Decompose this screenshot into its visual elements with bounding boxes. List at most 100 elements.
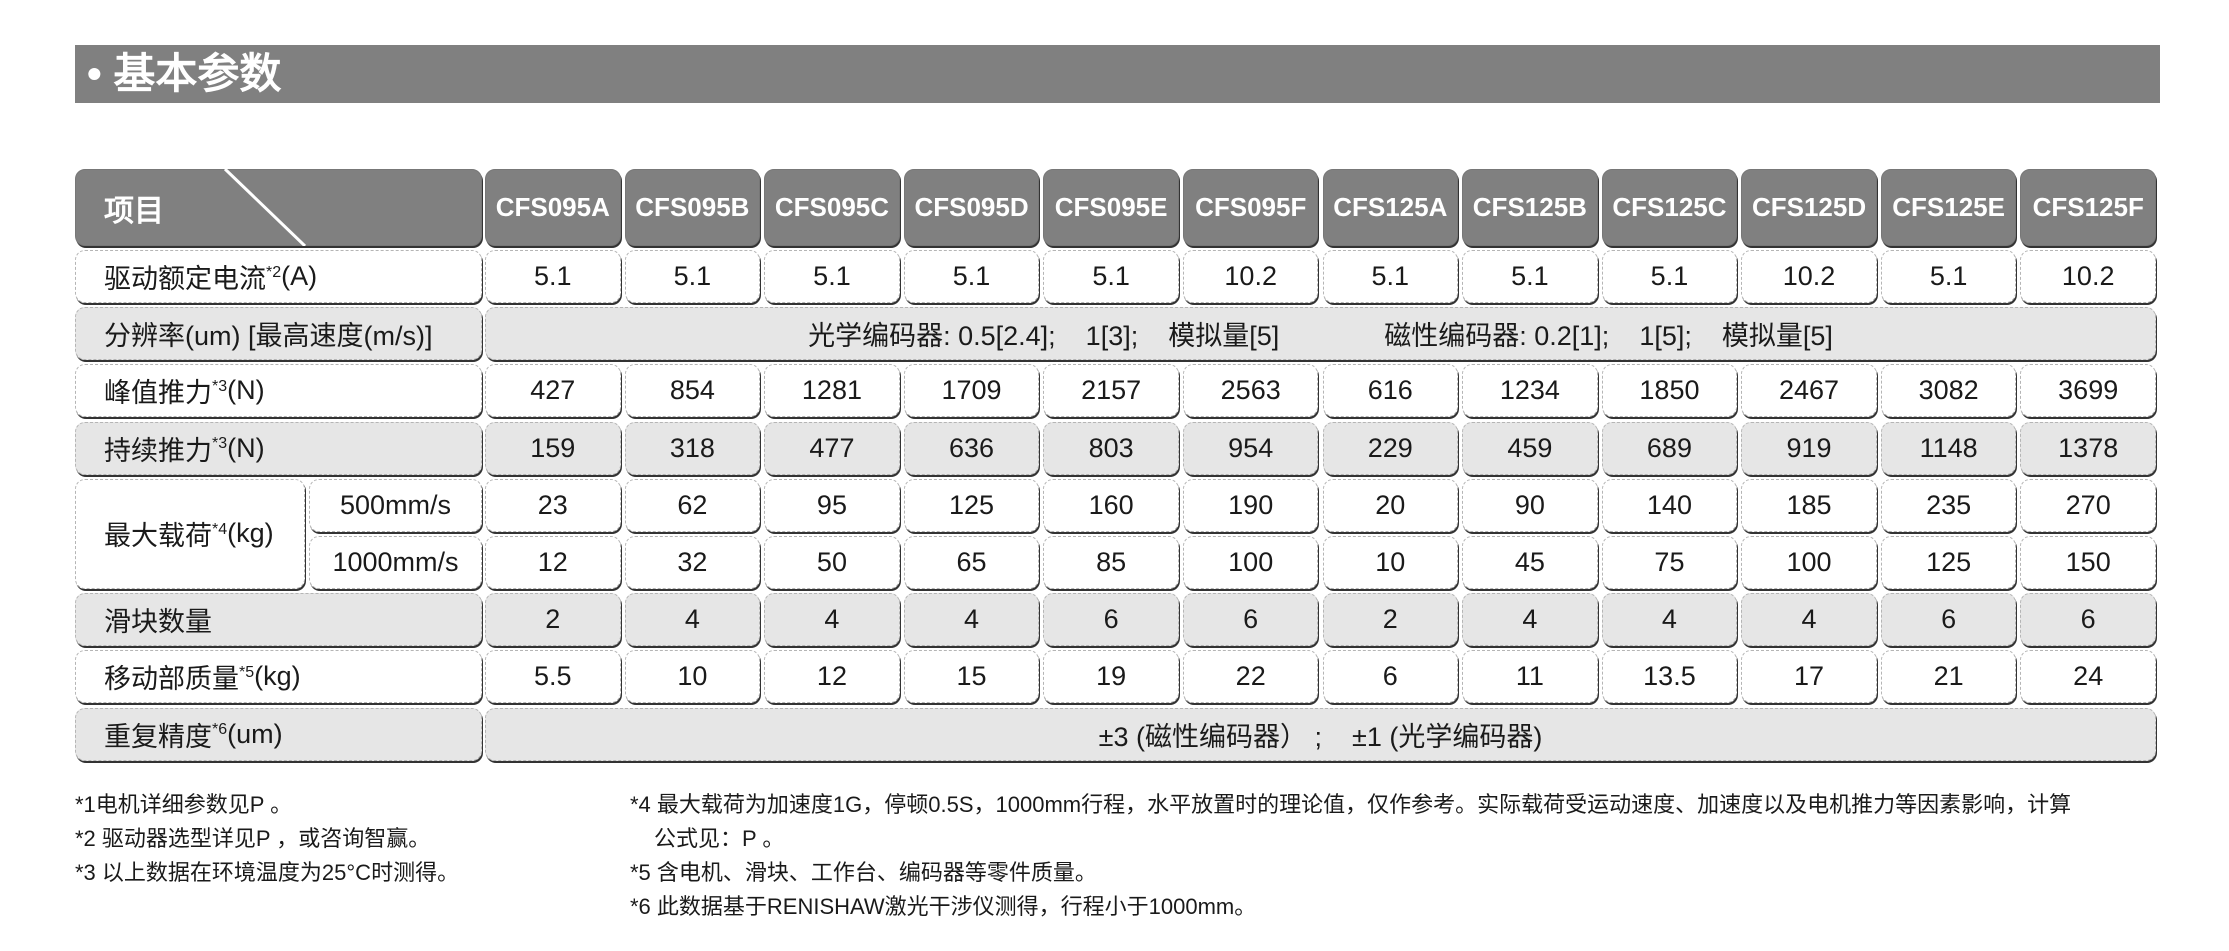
- model-name: CFS125F: [2032, 192, 2144, 222]
- footnote: *2 驱动器选型详见P ，或咨询智赢。: [75, 826, 431, 851]
- value: 318: [669, 432, 715, 463]
- value: 2563: [1220, 375, 1281, 406]
- value-cell: 229: [1322, 421, 1459, 475]
- value: 17: [1794, 661, 1825, 692]
- value: 21: [1933, 661, 1964, 692]
- header-model-cell: CFS095B: [624, 169, 761, 246]
- value-cell: 125: [903, 478, 1040, 532]
- value: 919: [1786, 432, 1832, 463]
- row-label-cell: 重复精度 *6 (um): [75, 707, 482, 761]
- value: 2467: [1779, 375, 1840, 406]
- model-name: CFS095B: [635, 192, 750, 222]
- model-name: CFS095E: [1054, 192, 1168, 222]
- value-cell: 270: [2020, 478, 2156, 532]
- row-label: 分辨率(um) [最高速度(m/s)]: [104, 321, 433, 352]
- value: 229: [1367, 432, 1413, 463]
- value: 5.1: [673, 261, 712, 291]
- value-cell: 689: [1601, 421, 1738, 475]
- value-cell: 62: [624, 478, 761, 532]
- header-model-cell: CFS095F: [1182, 169, 1319, 246]
- row-label: 最大载荷: [104, 521, 212, 552]
- value: 477: [809, 432, 855, 463]
- value: 5.1: [813, 261, 851, 291]
- sub-label-cell: 1000mm/s: [309, 536, 482, 589]
- value: 100: [1786, 547, 1832, 577]
- value: 1378: [2058, 432, 2119, 463]
- value-cell: 150: [2020, 536, 2156, 589]
- value-cell: 13.5: [1601, 650, 1738, 704]
- value-cell: 32: [624, 536, 761, 589]
- value: 636: [949, 432, 995, 463]
- value-cell: 15: [903, 650, 1040, 704]
- value: 5.1: [1929, 261, 1968, 291]
- value-cell: 6: [2020, 593, 2156, 647]
- footnote-ref: *2: [266, 263, 282, 281]
- value-cell: 4: [903, 593, 1040, 647]
- value-cell: 5.1: [764, 250, 900, 303]
- value-cell: 1850: [1601, 364, 1738, 418]
- row-unit: (N): [227, 375, 265, 406]
- value: 3699: [2058, 375, 2119, 406]
- value: 6: [1941, 604, 1957, 635]
- sub-label: 500mm/s: [339, 489, 452, 520]
- value-cell: 10.2: [1182, 250, 1319, 303]
- value: 6: [1382, 661, 1398, 692]
- value-cell: 616: [1322, 364, 1459, 418]
- value: 125: [1926, 547, 1972, 577]
- value-cell: 159: [485, 421, 621, 475]
- value-cell: 10: [624, 650, 761, 704]
- value-cell: 140: [1601, 478, 1738, 532]
- model-name: CFS095C: [774, 192, 890, 222]
- model-name: CFS095A: [495, 192, 610, 222]
- value: 10: [677, 661, 708, 692]
- value: 459: [1507, 432, 1553, 463]
- value: 954: [1228, 432, 1274, 463]
- value: 6: [1243, 604, 1259, 635]
- value: 90: [1514, 489, 1545, 520]
- value-cell: 6: [1322, 650, 1459, 704]
- row-label: 移动部质量: [104, 664, 239, 695]
- header-model-cell: CFS125B: [1462, 169, 1598, 246]
- model-name: CFS125C: [1612, 192, 1727, 222]
- value: 270: [2065, 489, 2111, 520]
- value-cell: 19: [1043, 650, 1179, 704]
- value: 4: [684, 604, 700, 635]
- row-label-cell: 移动部质量 *5 (kg): [75, 650, 482, 704]
- value: 4: [964, 604, 980, 635]
- value-cell: 4: [1601, 593, 1738, 647]
- value-cell: 5.1: [1322, 250, 1459, 303]
- value: 23: [537, 489, 568, 520]
- row-unit: (kg): [254, 661, 301, 692]
- header-model-cell: CFS095A: [485, 169, 621, 246]
- value: 62: [677, 489, 708, 520]
- value-cell: 1281: [764, 364, 900, 418]
- value: 427: [530, 375, 576, 406]
- value: 5.1: [1511, 261, 1549, 291]
- value: 190: [1228, 489, 1274, 520]
- value: 5.1: [1092, 261, 1130, 291]
- footnote: 公式见：P 。: [654, 826, 785, 851]
- value-cell: 6: [1043, 593, 1179, 647]
- footnote: *1电机详细参数见P 。: [75, 792, 293, 817]
- value: 24: [2073, 661, 2104, 692]
- value: 95: [816, 489, 847, 520]
- value: 4: [1522, 604, 1538, 635]
- value: 85: [1096, 547, 1127, 577]
- value-cell: 5.5: [485, 650, 621, 704]
- value-cell: 20: [1322, 478, 1459, 532]
- value-cell: 4: [624, 593, 761, 647]
- value: 10: [1375, 547, 1406, 577]
- value-cell: 2563: [1182, 364, 1319, 418]
- value: 65: [956, 547, 987, 577]
- value-cell: 5.1: [624, 250, 761, 303]
- value: 20: [1375, 489, 1406, 520]
- value-cell: 90: [1462, 478, 1598, 532]
- value-cell: 1234: [1462, 364, 1598, 418]
- value-cell: 75: [1601, 536, 1738, 589]
- footnote-ref: *4: [212, 520, 228, 538]
- value-cell: 4: [1741, 593, 1877, 647]
- row-label-cell: 驱动额定电流 *2 (A): [75, 250, 482, 303]
- value-cell: 50: [764, 536, 900, 589]
- header-diagonal-divider: [223, 169, 307, 246]
- merged-value-cell: 光学编码器: 0.5[2.4]; 1[3]; 模拟量[5] 磁性编码器: 0.2…: [485, 307, 2156, 361]
